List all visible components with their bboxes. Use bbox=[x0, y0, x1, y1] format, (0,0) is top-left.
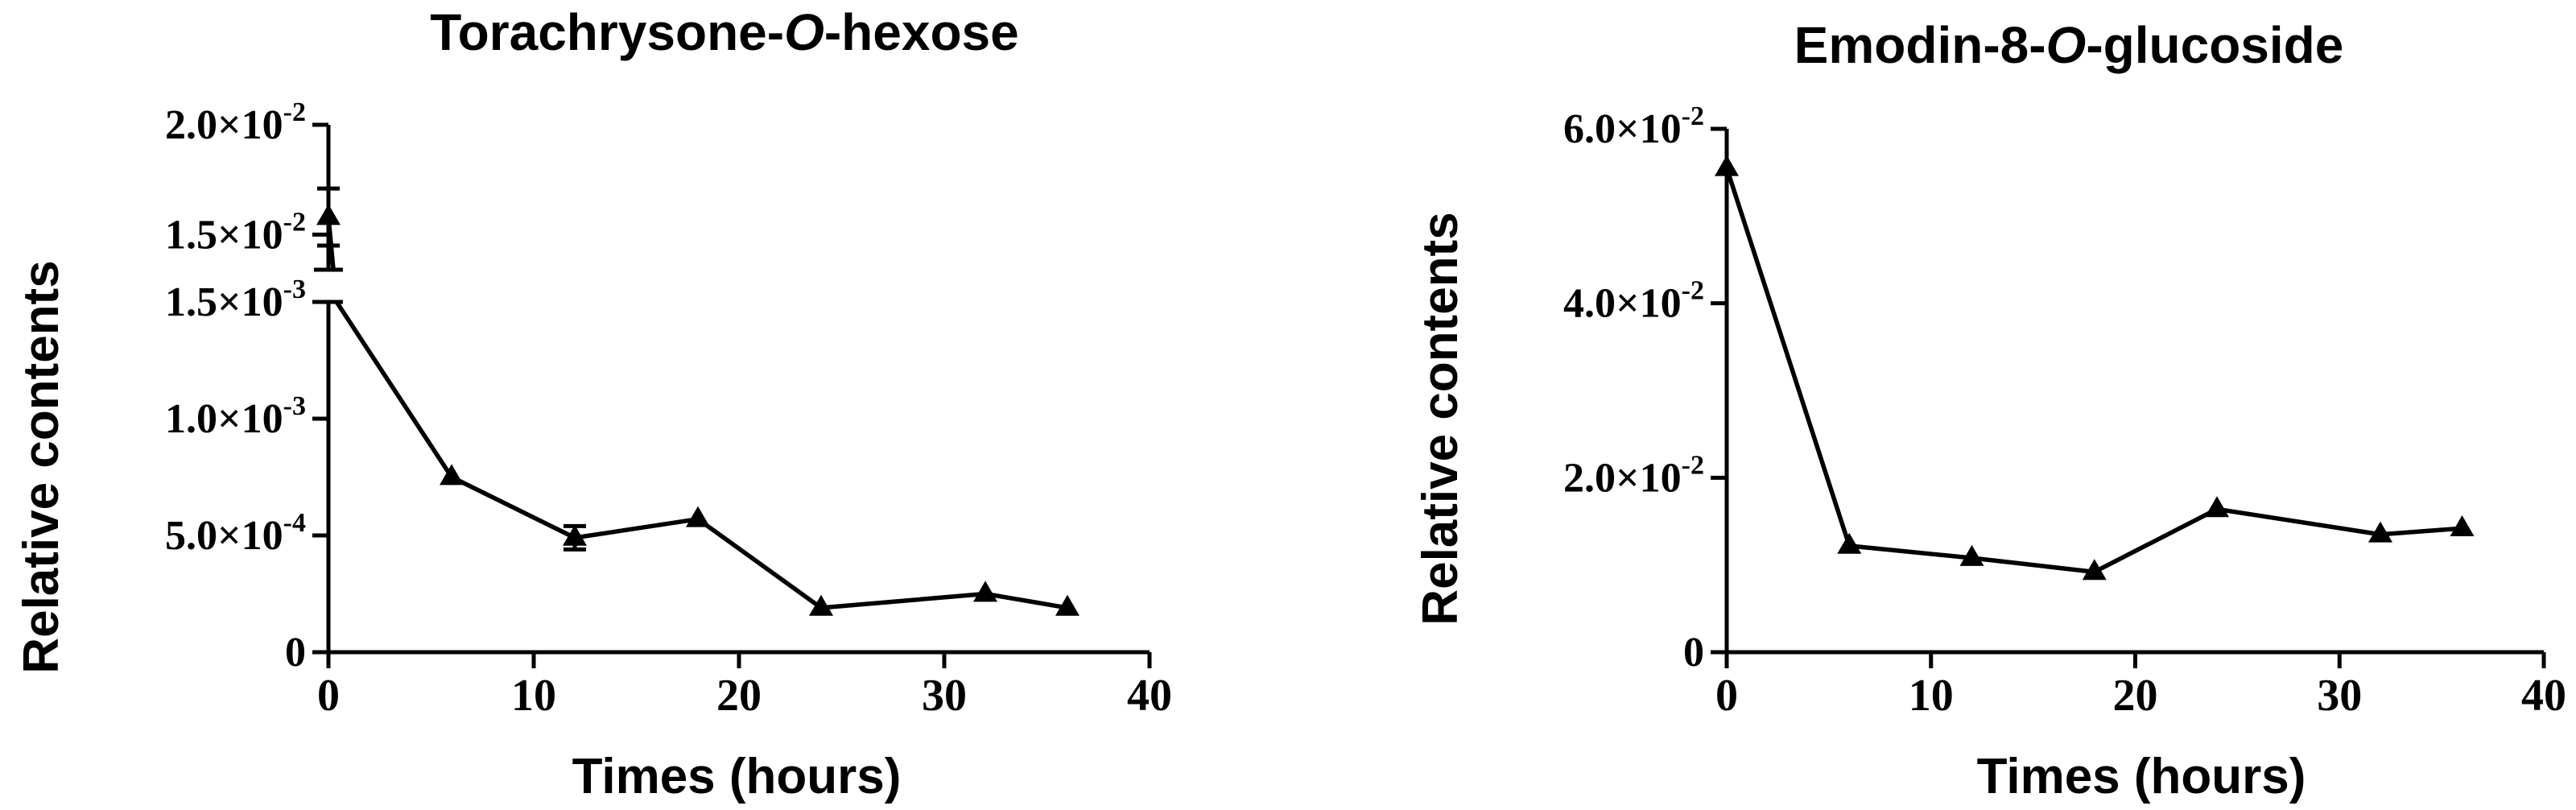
y-tick-label: 0 bbox=[285, 630, 306, 676]
chart-panel-emodin: Emodin-8-O-glucoside Relative contents T… bbox=[1413, 16, 2566, 804]
y-tick-mantissa: 2.0×10 bbox=[1563, 455, 1682, 501]
x-tick-label: 10 bbox=[511, 671, 556, 721]
y-tick-exponent: -2 bbox=[283, 97, 306, 127]
data-point-marker bbox=[1837, 532, 1862, 554]
series-line bbox=[1724, 167, 2462, 575]
chart-title: Emodin-8-O-glucoside bbox=[1794, 16, 2344, 74]
series-line-segment bbox=[450, 475, 576, 540]
x-tick-label: 20 bbox=[716, 671, 762, 721]
data-point-marker bbox=[2205, 496, 2229, 518]
data-point-marker bbox=[316, 204, 341, 225]
y-tick-exponent: -3 bbox=[283, 275, 306, 304]
y-tick-label: 2.0×10-2 bbox=[1563, 450, 1704, 501]
y-tick-mantissa: 0 bbox=[285, 630, 306, 676]
y-tick-mantissa: 6.0×10 bbox=[1563, 106, 1682, 152]
y-tick-exponent: -2 bbox=[1682, 101, 1704, 131]
data-point-marker bbox=[2450, 515, 2475, 537]
chart-title: Torachrysone-O-hexose bbox=[430, 3, 1018, 61]
x-tick-label: 40 bbox=[1127, 671, 1172, 721]
axes bbox=[1724, 129, 2544, 655]
y-ticks: 05.0×10-41.0×10-31.5×10-31.5×10-22.0×10-… bbox=[165, 97, 328, 676]
y-tick-label: 2.0×10-2 bbox=[165, 97, 306, 148]
y-axis-label: Relative contents bbox=[1413, 212, 1468, 625]
data-point-marker bbox=[563, 524, 587, 546]
y-tick-mantissa: 2.0×10 bbox=[165, 102, 283, 148]
x-axis-label: Times (hours) bbox=[572, 749, 902, 804]
series-line-segment bbox=[985, 591, 1068, 610]
data-point-marker bbox=[1715, 155, 1739, 176]
y-tick-mantissa: 5.0×10 bbox=[165, 513, 283, 559]
data-point-marker bbox=[2368, 521, 2392, 543]
y-tick-label: 1.0×10-3 bbox=[165, 391, 306, 442]
y-tick-exponent: -2 bbox=[283, 207, 306, 237]
y-tick-exponent: -2 bbox=[1682, 450, 1704, 480]
y-tick-label: 1.5×10-2 bbox=[165, 207, 306, 258]
y-tick-mantissa: 4.0×10 bbox=[1563, 281, 1682, 327]
x-tick-label: 30 bbox=[922, 671, 967, 721]
series-line-segment bbox=[696, 517, 823, 610]
y-tick-mantissa: 1.5×10 bbox=[165, 212, 283, 258]
y-tick-label: 4.0×10-2 bbox=[1563, 276, 1704, 327]
y-tick-exponent: -2 bbox=[1682, 276, 1704, 306]
x-ticks: 0 10 20 30 40 bbox=[317, 652, 1172, 721]
series-line-segment bbox=[334, 300, 454, 479]
data-point-marker bbox=[1055, 594, 1080, 616]
x-tick-label: 0 bbox=[317, 671, 340, 721]
y-tick-mantissa: 1.0×10 bbox=[165, 396, 283, 442]
x-ticks: 0 10 20 30 40 bbox=[1715, 652, 2566, 721]
data-point-marker bbox=[973, 581, 997, 602]
y-tick-label: 5.0×10-4 bbox=[165, 508, 306, 559]
chart-panel-torachrysone: Torachrysone-O-hexose Relative contents … bbox=[14, 3, 1172, 804]
x-tick-label: 10 bbox=[1909, 671, 1954, 721]
x-tick-label: 0 bbox=[1715, 671, 1738, 721]
y-tick-label: 0 bbox=[1683, 630, 1704, 676]
y-tick-exponent: -4 bbox=[283, 508, 306, 538]
y-tick-exponent: -3 bbox=[283, 391, 306, 421]
y-axis-label: Relative contents bbox=[14, 260, 69, 673]
plot-area bbox=[316, 186, 1080, 616]
y-tick-label: 6.0×10-2 bbox=[1563, 101, 1704, 152]
data-point-marker bbox=[809, 594, 833, 616]
x-tick-label: 20 bbox=[2113, 671, 2158, 721]
plot-area bbox=[1715, 155, 2475, 581]
x-tick-label: 30 bbox=[2317, 671, 2362, 721]
y-tick-mantissa: 1.5×10 bbox=[165, 279, 283, 325]
data-point-marker bbox=[1959, 544, 1984, 566]
y-tick-mantissa: 0 bbox=[1683, 630, 1704, 676]
x-tick-label: 40 bbox=[2521, 671, 2566, 721]
y-tick-label: 1.5×10-3 bbox=[165, 275, 306, 325]
series-line-segment bbox=[574, 516, 699, 540]
series-line-segment bbox=[820, 591, 986, 610]
axes bbox=[314, 125, 1150, 655]
data-point-marker bbox=[2082, 559, 2107, 581]
data-point-marker bbox=[686, 506, 710, 527]
data-point-marker bbox=[440, 464, 464, 486]
x-axis-label: Times (hours) bbox=[1977, 749, 2306, 804]
y-ticks: 02.0×10-24.0×10-26.0×10-2 bbox=[1563, 101, 1727, 676]
